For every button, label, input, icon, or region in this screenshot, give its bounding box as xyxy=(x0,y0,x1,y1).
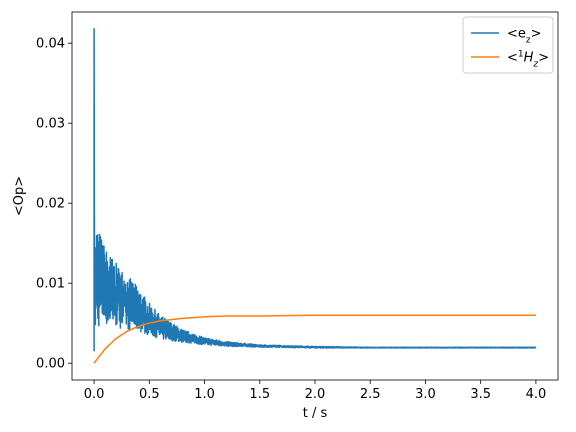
legend-entry-label: <1Hz> xyxy=(507,50,549,70)
x-tick-label: 1.0 xyxy=(194,387,215,402)
y-tick-label: 0.02 xyxy=(36,197,65,212)
x-tick-label: 0.0 xyxy=(84,387,105,402)
y-tick-label: 0.03 xyxy=(36,117,65,132)
x-axis: 0.0 0.5 1.0 1.5 2.0 2.5 3.0 3.5 4.0 xyxy=(84,380,547,402)
x-tick-label: 3.5 xyxy=(470,387,491,402)
x-tick-label: 1.5 xyxy=(249,387,270,402)
y-tick-label: 0.00 xyxy=(36,357,65,372)
y-axis: 0.00 0.01 0.02 0.03 0.04 xyxy=(36,37,72,372)
y-axis-label: <Op> xyxy=(12,176,27,216)
x-tick-label: 0.5 xyxy=(139,387,160,402)
legend-box xyxy=(462,16,554,74)
series-line-hz xyxy=(93,314,536,364)
x-tick-label: 2.5 xyxy=(360,387,381,402)
y-tick-label: 0.04 xyxy=(36,37,65,52)
x-axis-label: t / s xyxy=(303,406,328,421)
legend-entry-label: <ez> xyxy=(507,27,542,46)
legend: <ez> <1Hz> xyxy=(462,16,554,74)
x-tick-label: 2.0 xyxy=(305,387,326,402)
series-line-ez xyxy=(93,28,537,352)
x-tick-label: 3.0 xyxy=(415,387,436,402)
plot-area xyxy=(93,28,537,364)
y-tick-label: 0.01 xyxy=(36,277,65,292)
x-tick-label: 4.0 xyxy=(526,387,547,402)
